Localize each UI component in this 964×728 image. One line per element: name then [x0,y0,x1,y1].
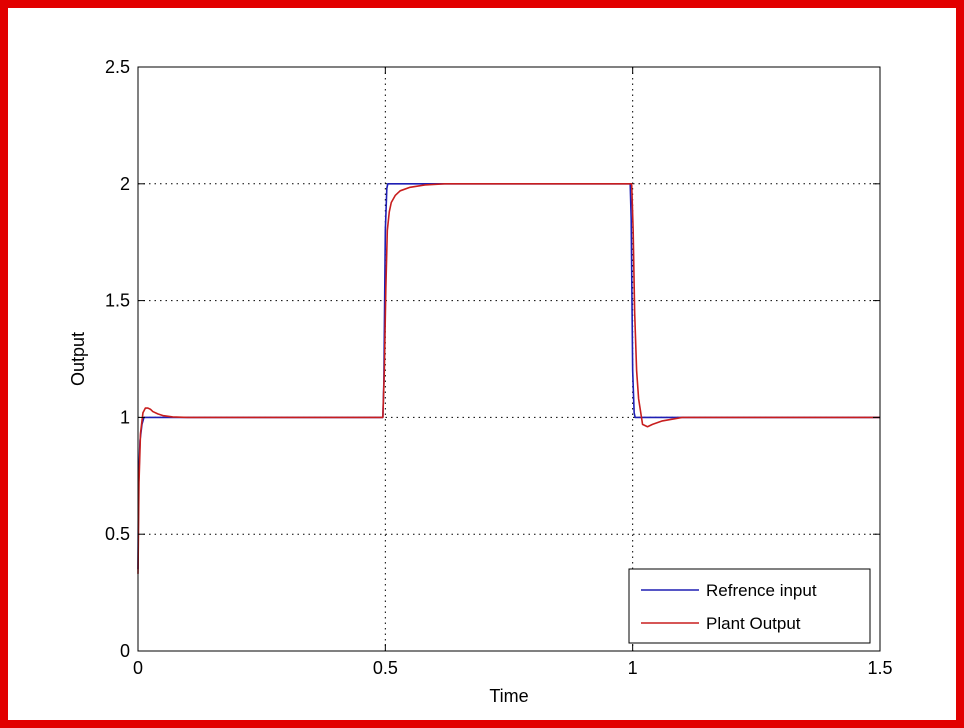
y-tick-label: 1.5 [105,291,130,311]
axes-box [137,66,881,652]
y-tick-label: 2 [120,174,130,194]
plot-background [138,67,880,651]
line-chart: 0 0.5 1 1.5 0 0.5 1 1.5 2 2.5 Time Output Refrence i… [68,57,893,706]
y-tick-label: 1 [120,407,130,427]
legend-label: Plant Output [706,614,801,633]
y-axis-label: Output [68,332,88,386]
x-axis-label: Time [489,686,528,706]
x-tick-label: 1.5 [867,658,892,678]
series-line-refrence-input [137,183,880,570]
x-tick-label: 1 [628,658,638,678]
series-line-plant-output [137,183,880,574]
x-tick-label: 0 [133,658,143,678]
x-tick-label: 0.5 [373,658,398,678]
y-tick-label: 2.5 [105,57,130,77]
y-tick-label: 0.5 [105,524,130,544]
y-tick-label: 0 [120,641,130,661]
legend-box [628,568,871,644]
legend-label: Refrence input [706,581,817,600]
plot-area: 0 0.5 1 1.5 0 0.5 1 1.5 2 2.5 Time Output Refrence i… [68,57,893,706]
